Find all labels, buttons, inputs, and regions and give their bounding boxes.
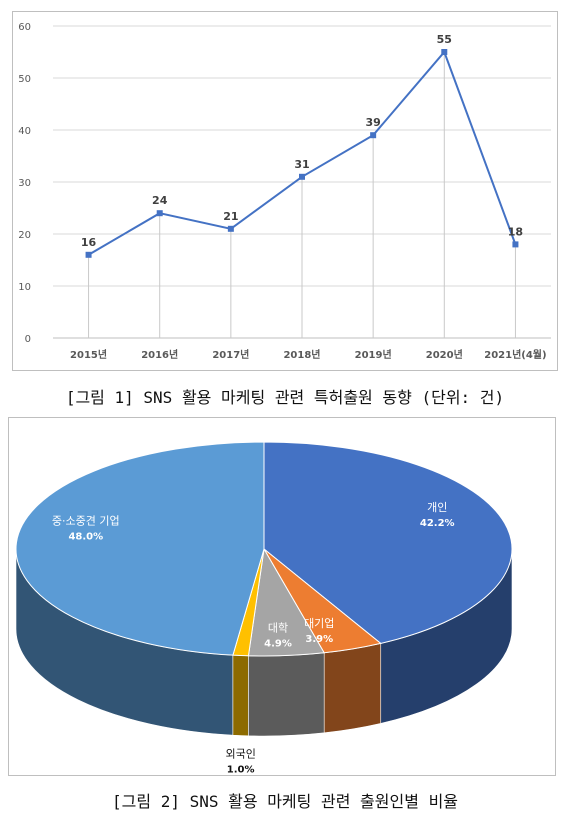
slice-label: 대기업 xyxy=(304,617,334,630)
slice-label: 중·소중견 기업 xyxy=(52,514,120,527)
data-point xyxy=(441,49,448,55)
slice-value-label: 1.0% xyxy=(227,765,255,775)
y-tick-label: 60 xyxy=(18,22,31,33)
pie-slice-side xyxy=(323,643,382,734)
data-label: 55 xyxy=(437,33,452,46)
y-tick-label: 30 xyxy=(18,178,31,189)
slice-value-label: 48.0% xyxy=(68,531,103,542)
y-tick-label: 40 xyxy=(18,126,31,137)
data-label: 21 xyxy=(223,210,238,223)
y-tick-label: 10 xyxy=(18,282,31,293)
pie-slice xyxy=(15,441,265,656)
pie-slice-side xyxy=(248,652,325,737)
data-label: 16 xyxy=(81,236,97,249)
figure2-caption: [그림 2] SNS 활용 마케팅 관련 출원인별 비율 xyxy=(111,792,459,811)
pie-slice xyxy=(263,441,513,644)
x-tick-label: 2015년 xyxy=(70,348,107,361)
data-point xyxy=(156,210,163,217)
data-point xyxy=(512,241,519,248)
figure1-caption: [그림 1] SNS 활용 마케팅 관련 특허출원 동향 (단위: 건) xyxy=(65,388,505,407)
pie-chart-frame: 개인 42.2% 대기업 3.9% 대학 4.9% 외국인 1.0% 중·소중견 기업 48.0% xyxy=(8,417,556,776)
y-tick-label: 50 xyxy=(18,74,31,85)
slice-label: 외국인 xyxy=(225,748,255,761)
y-tick-label: 0 xyxy=(25,334,31,345)
slice-value-label: 42.2% xyxy=(420,518,455,529)
x-tick-label: 2021년(4월) xyxy=(484,348,546,361)
x-tick-label: 2020년 xyxy=(426,348,463,361)
data-label: 39 xyxy=(365,116,380,129)
data-label: 24 xyxy=(152,194,168,207)
slice-label: 개인 xyxy=(427,501,447,514)
x-tick-label: 2019년 xyxy=(355,348,392,361)
data-point xyxy=(85,251,92,258)
data-point xyxy=(299,173,305,180)
slice-value-label: 4.9% xyxy=(264,638,292,649)
x-tick-label: 2018년 xyxy=(283,348,320,361)
data-point xyxy=(370,132,377,139)
data-label: 18 xyxy=(508,225,523,238)
y-tick-label: 20 xyxy=(18,230,31,241)
x-tick-label: 2017년 xyxy=(212,348,249,361)
data-label: 31 xyxy=(294,158,309,171)
patent-trend-line-chart: 0 10 20 30 40 50 60 16 24 21 31 39 55 18 2015년 2016년 201… xyxy=(18,22,551,361)
slice-value-label: 3.9% xyxy=(305,634,333,645)
pie-slice-side xyxy=(232,654,249,737)
line-chart-frame: 0 10 20 30 40 50 60 16 24 21 31 39 55 18 2015년 2016년 201… xyxy=(12,11,558,371)
slice-label: 대학 xyxy=(268,621,288,634)
x-tick-label: 2016년 xyxy=(141,348,178,361)
applicant-share-pie-chart: 개인 42.2% 대기업 3.9% 대학 4.9% 외국인 1.0% 중·소중견 기업 48.0% xyxy=(15,441,513,775)
data-point xyxy=(227,225,234,232)
